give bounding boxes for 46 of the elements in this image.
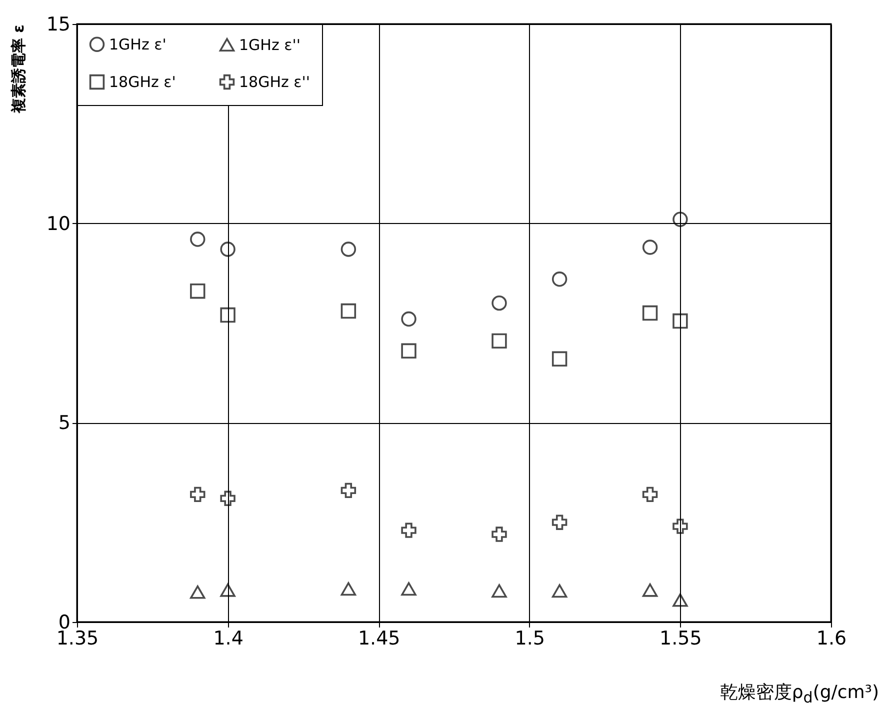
- point: [190, 486, 206, 502]
- point: [492, 584, 507, 598]
- y-tick-label: 15: [46, 14, 70, 36]
- legend-label: 1GHz ε'': [239, 36, 300, 54]
- point: [401, 311, 416, 327]
- point: [190, 284, 206, 299]
- legend-label: 18GHz ε'': [239, 73, 310, 91]
- point: [220, 242, 236, 257]
- point: [220, 307, 236, 323]
- point: [642, 486, 658, 502]
- point: [220, 490, 236, 506]
- point: [552, 584, 568, 598]
- point: [642, 240, 658, 255]
- x-tick-label: 1.4: [213, 628, 244, 650]
- x-tick-label: 1.5: [514, 628, 546, 650]
- x-tick-label: 1.45: [358, 628, 400, 650]
- point: [672, 518, 688, 534]
- x-tick-label: 1.6: [816, 628, 847, 650]
- legend-label: 18GHz ε': [109, 73, 176, 91]
- point: [492, 295, 507, 311]
- x-tick-label: 1.55: [660, 628, 702, 650]
- point: [492, 526, 507, 542]
- point: [401, 582, 416, 596]
- point: [401, 522, 416, 538]
- point: [401, 343, 416, 359]
- point: [492, 333, 507, 349]
- y-tick-label: 5: [58, 412, 70, 434]
- x-axis-title: 乾燥密度ρ$_{d}$(g/cm³): [720, 681, 879, 707]
- point: [552, 514, 568, 530]
- point: [672, 313, 688, 329]
- point: [220, 583, 236, 597]
- point: [190, 232, 206, 247]
- point: [642, 305, 658, 321]
- point: [190, 585, 206, 599]
- point: [340, 482, 356, 498]
- y-axis-title: 複素誘電率 ε: [9, 24, 28, 114]
- point: [340, 242, 356, 257]
- point: [642, 583, 658, 597]
- point: [340, 303, 356, 319]
- point: [340, 582, 356, 596]
- y-tick-label: 10: [46, 212, 70, 235]
- point: [552, 351, 568, 366]
- point: [552, 272, 568, 287]
- point: [672, 212, 688, 227]
- legend-label: 1GHz ε': [109, 35, 166, 54]
- point: [672, 593, 688, 607]
